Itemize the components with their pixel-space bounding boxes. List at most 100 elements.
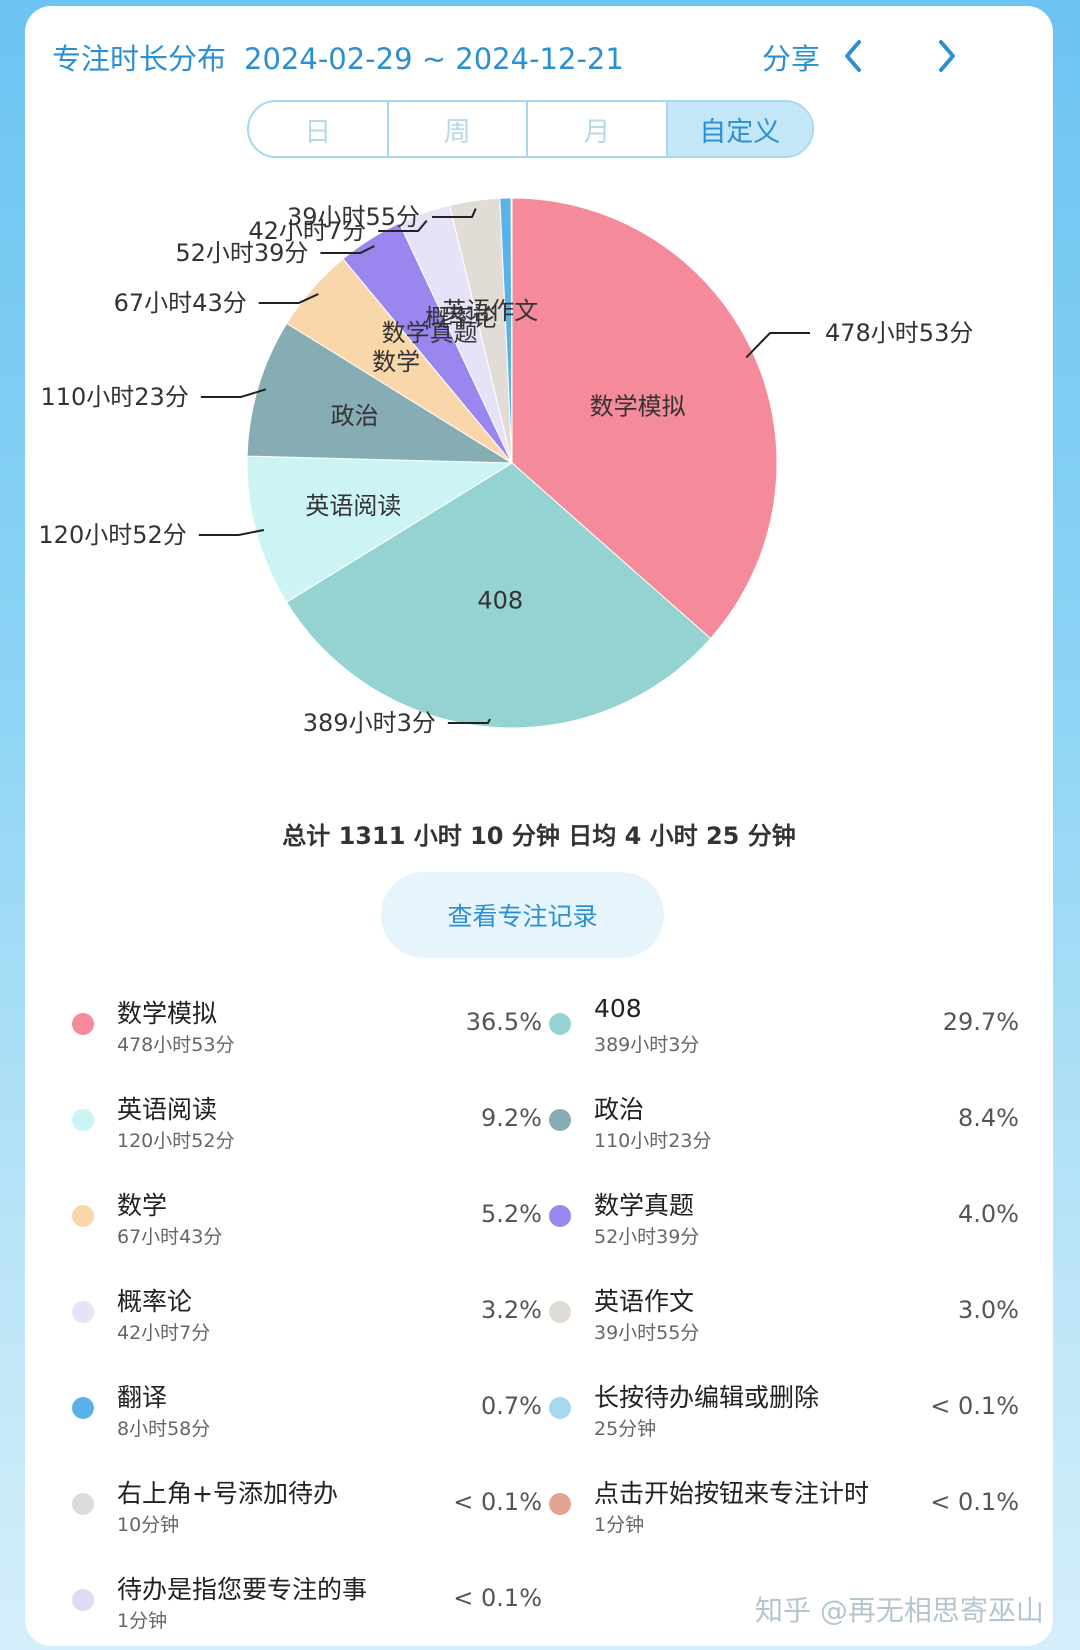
leader-line (258, 293, 319, 304)
view-records-button[interactable]: 查看专注记录 (381, 872, 664, 958)
legend-name: 概率论 (117, 1287, 193, 1316)
legend-color-dot (549, 1109, 571, 1131)
legend-duration: 120小时52分 (117, 1130, 235, 1152)
legend-item[interactable]: 点击开始按钮来专注计时 1分钟 < 0.1% (549, 1470, 1019, 1540)
slice-duration-label: 110小时23分 (40, 383, 188, 411)
slice-label: 408 (477, 586, 523, 614)
legend-duration: 1分钟 (117, 1610, 168, 1632)
legend-item[interactable]: 英语作文 39小时55分 3.0% (549, 1278, 1019, 1348)
legend-percent: < 0.1% (453, 1584, 542, 1612)
legend-item[interactable]: 待办是指您要专注的事 1分钟 < 0.1% (72, 1566, 542, 1636)
legend-item[interactable]: 数学 67小时43分 5.2% (72, 1182, 542, 1252)
chevron-left-icon[interactable] (835, 36, 871, 76)
legend-name: 长按待办编辑或删除 (594, 1383, 820, 1412)
legend-color-dot (549, 1013, 571, 1035)
legend-color-dot (72, 1109, 94, 1131)
legend-item[interactable]: 政治 110小时23分 8.4% (549, 1086, 1019, 1156)
legend-item[interactable]: 翻译 8小时58分 0.7% (72, 1374, 542, 1444)
title-text: 专注时长分布 (52, 42, 227, 76)
legend-name: 数学真题 (594, 1191, 695, 1220)
legend-duration: 110小时23分 (594, 1130, 712, 1152)
legend-name: 英语阅读 (117, 1095, 218, 1124)
pie-slice (246, 322, 514, 464)
legend-item[interactable]: 408 389小时3分 29.7% (549, 990, 1019, 1060)
legend-percent: < 0.1% (930, 1488, 1019, 1516)
legend-percent: 8.4% (958, 1104, 1019, 1132)
slice-duration-label: 42小时7分 (248, 217, 366, 245)
legend-duration: 42小时7分 (117, 1322, 211, 1344)
legend-name: 数学模拟 (117, 999, 218, 1028)
legend-duration: 10分钟 (117, 1514, 180, 1536)
slice-duration-label: 389小时3分 (303, 709, 436, 737)
leader-line (320, 245, 375, 254)
legend-name: 翻译 (117, 1383, 168, 1412)
legend-percent: 5.2% (481, 1200, 542, 1228)
focus-stats-card: 专注时长分布 2024-02-29 ~ 2024-12-21 分享 日 周 月 自… (25, 6, 1053, 1646)
slice-label: 数学模拟 (590, 392, 686, 420)
share-button[interactable]: 分享 (762, 42, 821, 76)
slice-label: 概率论 (425, 304, 497, 332)
legend-color-dot (72, 1589, 94, 1611)
page-title: 专注时长分布 2024-02-29 ~ 2024-12-21 (52, 36, 624, 78)
legend-percent: 36.5% (465, 1008, 542, 1036)
leader-line (378, 219, 428, 232)
legend-name: 待办是指您要专注的事 (117, 1575, 368, 1604)
legend-color-dot (72, 1205, 94, 1227)
legend-color-dot (549, 1205, 571, 1227)
slice-label: 数学真题 (382, 319, 478, 347)
legend-percent: 9.2% (481, 1104, 542, 1132)
leader-line (447, 718, 491, 724)
slice-duration-label: 52小时39分 (175, 239, 308, 267)
total-summary: 总计 1311 小时 10 分钟 日均 4 小时 25 分钟 (282, 822, 796, 850)
legend-duration: 389小时3分 (594, 1034, 700, 1056)
leader-line (745, 332, 811, 359)
legend-duration: 1分钟 (594, 1514, 645, 1536)
leader-line (432, 208, 477, 218)
date-range[interactable]: 2024-02-29 ~ 2024-12-21 (244, 42, 624, 76)
slice-label: 政治 (331, 402, 379, 430)
tab-month[interactable]: 月 (528, 102, 668, 156)
legend-name: 右上角+号添加待办 (117, 1479, 338, 1508)
legend-color-dot (549, 1301, 571, 1323)
tab-custom[interactable]: 自定义 (667, 102, 812, 156)
legend-color-dot (549, 1493, 571, 1515)
tab-week[interactable]: 周 (389, 102, 529, 156)
range-tabs: 日 周 月 自定义 (247, 100, 814, 158)
legend-percent: 3.2% (481, 1296, 542, 1324)
legend-item[interactable]: 右上角+号添加待办 10分钟 < 0.1% (72, 1470, 542, 1540)
watermark: 知乎 @再无相思寄巫山 (755, 1594, 1044, 1627)
pie-slice (511, 197, 778, 640)
legend-name: 数学 (117, 1191, 168, 1220)
slice-label: 数学 (372, 348, 420, 376)
slice-duration-label: 67小时43分 (114, 289, 247, 317)
leader-line (200, 388, 267, 398)
pie-slice (285, 462, 712, 729)
tab-day[interactable]: 日 (249, 102, 389, 156)
legend-color-dot (72, 1397, 94, 1419)
legend-duration: 39小时55分 (594, 1322, 700, 1344)
legend-percent: 0.7% (481, 1392, 542, 1420)
legend-percent: < 0.1% (930, 1392, 1019, 1420)
legend-name: 点击开始按钮来专注计时 (594, 1479, 870, 1508)
legend-item[interactable]: 英语阅读 120小时52分 9.2% (72, 1086, 542, 1156)
legend-percent: 29.7% (942, 1008, 1019, 1036)
legend-item[interactable]: 概率论 42小时7分 3.2% (72, 1278, 542, 1348)
slice-duration-label: 478小时53分 (825, 319, 973, 347)
legend-item[interactable]: 数学模拟 478小时53分 36.5% (72, 990, 542, 1060)
legend-color-dot (72, 1301, 94, 1323)
slice-duration-label: 39小时55分 (287, 203, 420, 231)
legend-color-dot (549, 1397, 571, 1419)
legend-item[interactable]: 长按待办编辑或删除 25分钟 < 0.1% (549, 1374, 1019, 1444)
legend-color-dot (72, 1013, 94, 1035)
legend-name: 408 (594, 994, 642, 1023)
legend-duration: 25分钟 (594, 1418, 657, 1440)
chevron-right-icon[interactable] (929, 36, 965, 76)
slice-duration-label: 120小时52分 (38, 521, 186, 549)
legend-item[interactable]: 数学真题 52小时39分 4.0% (549, 1182, 1019, 1252)
leader-line (198, 528, 265, 536)
legend-duration: 52小时39分 (594, 1226, 700, 1248)
legend-duration: 478小时53分 (117, 1034, 235, 1056)
slice-label: 英语阅读 (305, 492, 401, 520)
legend-percent: 3.0% (958, 1296, 1019, 1324)
